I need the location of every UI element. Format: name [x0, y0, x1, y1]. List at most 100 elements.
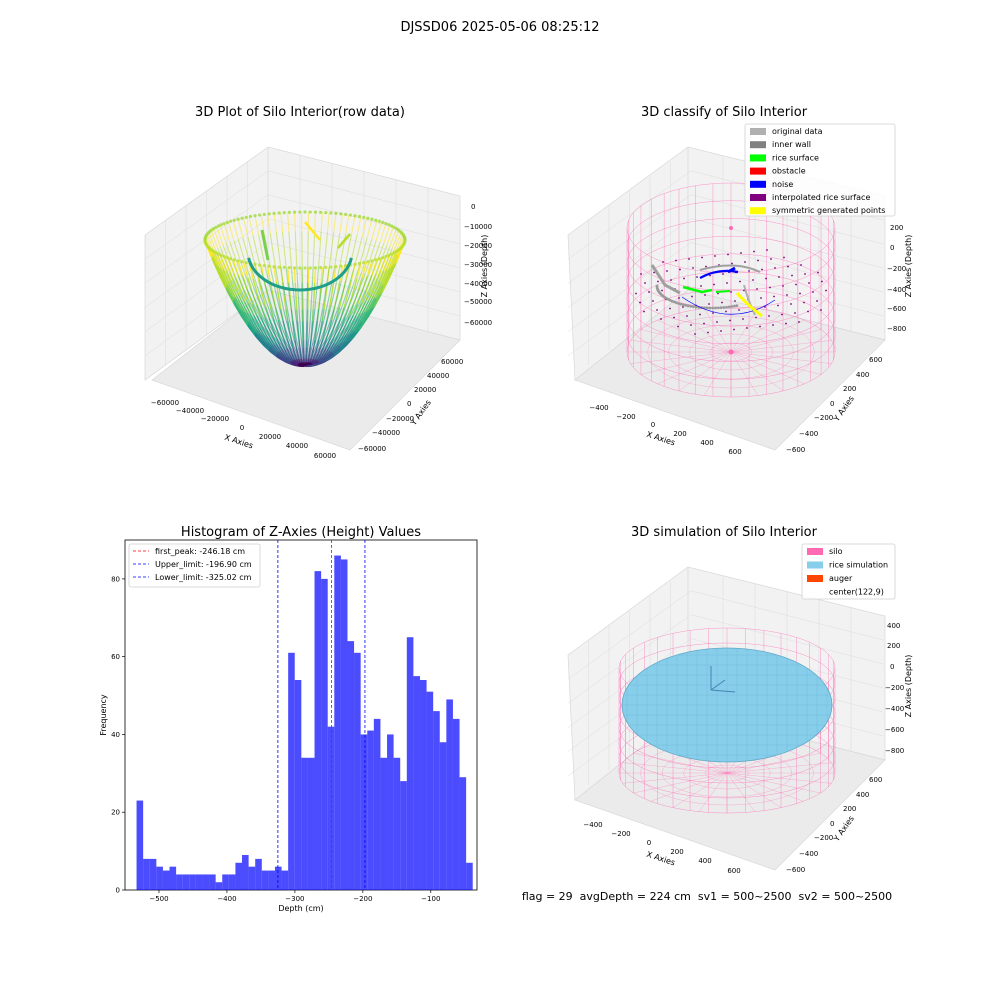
- panel-raw-title: 3D Plot of Silo Interior(row data): [195, 105, 405, 120]
- sim-x-ticks: −400 −200 0 200 400 600: [583, 821, 740, 875]
- raw-z-tick: 0: [471, 203, 475, 211]
- histogram-bar: [189, 874, 196, 890]
- sim-z-tick: 200: [887, 642, 900, 650]
- classify-points: [635, 226, 827, 355]
- histogram-bar: [274, 866, 282, 890]
- raw-z-tick: −10000: [464, 223, 492, 231]
- histogram-bar: [301, 757, 308, 890]
- cls-x-tick: 0: [651, 421, 655, 429]
- legend-label: obstacle: [772, 167, 806, 176]
- cls-z-tick: 0: [890, 244, 894, 252]
- sim-y-tick: −400: [799, 850, 818, 858]
- legend-label: auger: [829, 574, 853, 583]
- histogram-legend: first_peak: -246.18 cm Upper_limit: -196.…: [128, 543, 261, 588]
- legend-label: rice simulation: [829, 561, 888, 570]
- legend-swatch: [807, 561, 823, 569]
- histogram-bar: [426, 691, 434, 890]
- histogram-bar: [255, 858, 262, 890]
- legend-label: silo: [829, 547, 843, 556]
- histogram-bar: [314, 571, 322, 890]
- raw-x-tick: 20000: [259, 433, 281, 441]
- histogram-x-tick-label: −300: [285, 895, 304, 903]
- histogram-bar: [367, 730, 374, 890]
- cls-x-tick: 600: [728, 448, 741, 456]
- histogram-bar: [413, 676, 420, 890]
- histogram-bar: [400, 781, 407, 890]
- sim-rice-surface: [621, 647, 833, 763]
- raw-x-tick: 0: [240, 424, 244, 432]
- histogram-bar: [393, 757, 401, 890]
- histogram-bar: [380, 757, 388, 890]
- sim-x-tick: 600: [727, 867, 740, 875]
- legend-label: symmetric generated points: [772, 206, 885, 215]
- sim-y-tick: 200: [843, 805, 856, 813]
- legend-label: rice surface: [772, 153, 819, 162]
- sim-legend: silo rice simulation auger center(122,9): [801, 543, 896, 600]
- panel-sim-title: 3D simulation of Silo Interior: [631, 525, 818, 540]
- histogram-xlabel: Depth (cm): [278, 904, 323, 913]
- histogram-bar: [327, 726, 335, 890]
- histogram-bar: [248, 866, 256, 890]
- histogram-y-tick-label: 60: [111, 653, 120, 661]
- histogram-bar: [136, 800, 144, 890]
- histogram-bar: [446, 699, 453, 890]
- histogram-bar: [169, 866, 177, 890]
- histogram-bar: [452, 718, 460, 890]
- raw-z-tick: −30000: [464, 261, 492, 269]
- raw-z-tick: −40000: [464, 280, 492, 288]
- sim-z-tick: −400: [885, 705, 904, 713]
- cls-z-tick: −200: [887, 265, 906, 273]
- sim-z-ticks: 400 200 0 −200 −400 −600 −800: [885, 622, 904, 755]
- histogram-bar: [459, 777, 467, 890]
- raw-y-tick: 40000: [427, 372, 449, 380]
- legend-label: center(122,9): [829, 588, 884, 597]
- histogram-bar: [281, 870, 289, 890]
- histogram-bar: [222, 874, 229, 890]
- legend-swatch: [750, 207, 766, 215]
- cls-x-tick: −400: [589, 404, 608, 412]
- histogram-bar: [149, 858, 157, 890]
- figure-suptitle: DJSSD06 2025-05-06 08:25:12: [400, 20, 599, 35]
- cls-y-tick: −400: [799, 430, 818, 438]
- histogram-bar: [406, 637, 414, 890]
- classify-xlabel: X Axies: [645, 430, 676, 448]
- panel-simulation-3d: 3D simulation of Silo Interior silo rice …: [567, 525, 913, 875]
- histogram-bar: [162, 870, 170, 890]
- status-footer: flag = 29 avgDepth = 224 cm sv1 = 500~25…: [522, 890, 892, 903]
- histogram-y-ticks: 0 20 40 60 80: [111, 575, 125, 895]
- histogram-bar: [228, 874, 236, 890]
- histogram-y-tick-label: 0: [116, 887, 120, 895]
- raw-z-tick: −60000: [464, 319, 492, 327]
- classify-grid: [567, 155, 884, 365]
- histogram-bar: [294, 680, 302, 890]
- histogram-bar: [466, 862, 473, 890]
- raw-y-tick: 0: [407, 400, 411, 408]
- histogram-bar: [242, 855, 249, 890]
- classify-zlabel: Z Axies (Depth): [904, 235, 913, 298]
- raw-y-tick: −20000: [386, 415, 414, 423]
- sim-y-tick: −200: [814, 834, 833, 842]
- raw-zlabel: Z Axies (Depth): [480, 235, 489, 298]
- legend-label: interpolated rice surface: [772, 193, 870, 202]
- sim-x-tick: 0: [647, 839, 651, 847]
- raw-bowl-surface: [203, 210, 407, 368]
- histogram-bar: [215, 882, 223, 890]
- histogram-bar: [156, 866, 163, 890]
- legend-swatch: [750, 194, 766, 201]
- histogram-bars: [136, 555, 473, 890]
- histogram-bar: [360, 734, 368, 890]
- raw-y-tick: 20000: [414, 386, 436, 394]
- legend-swatch: [750, 154, 766, 162]
- histogram-bar: [347, 641, 355, 890]
- histogram-bar: [176, 874, 183, 890]
- raw-z-tick: −50000: [464, 298, 492, 306]
- sim-x-tick: 400: [698, 857, 711, 865]
- histogram-x-tick-label: −400: [217, 895, 236, 903]
- cls-x-tick: 400: [700, 439, 713, 447]
- cls-z-tick: −400: [887, 286, 906, 294]
- raw-y-tick: 60000: [441, 358, 463, 366]
- legend-label: noise: [772, 180, 793, 189]
- classify-z-ticks: 200 0 −200 −400 −600 −800: [887, 224, 906, 333]
- classify-legend: original data inner wall rice surface obsta…: [744, 123, 896, 217]
- legend-swatch: [750, 128, 766, 135]
